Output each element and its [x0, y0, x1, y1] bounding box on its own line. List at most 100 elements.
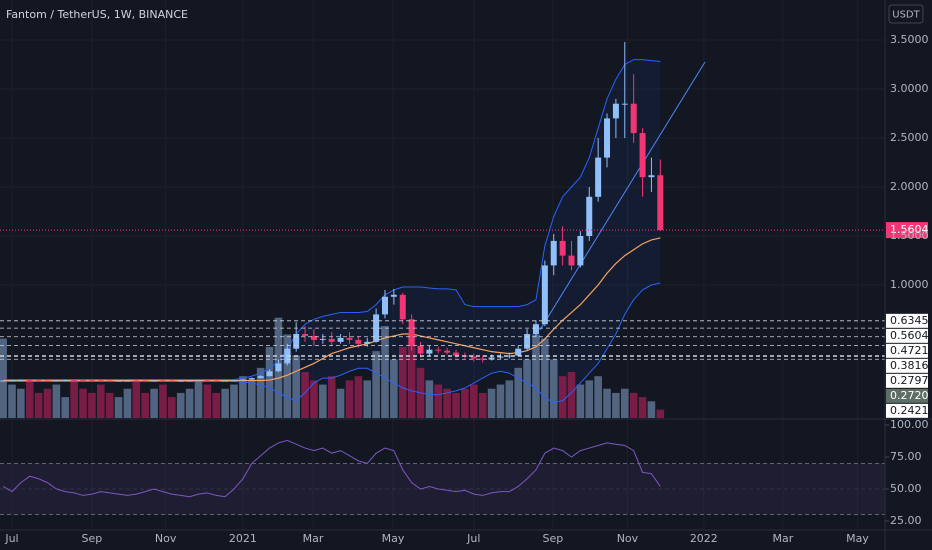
price-label: 0.4721: [890, 344, 929, 357]
price-label: 0.2797: [890, 374, 929, 387]
x-tick-label: Jul: [4, 532, 18, 545]
price-label-box: [886, 343, 928, 358]
volume-bar: [558, 376, 567, 418]
price-label-box: [886, 313, 928, 328]
rsi-band: [0, 463, 885, 515]
y-tick-label: 3.5000: [890, 33, 929, 46]
volume-bar: [150, 388, 158, 418]
volume-bar: [549, 359, 558, 418]
last-price-label: 1.5604: [890, 223, 929, 236]
x-tick-label: Jul: [466, 532, 480, 545]
candle-body: [302, 334, 309, 336]
candle-body: [97, 380, 104, 382]
x-tick-label: May: [846, 532, 869, 545]
price-label: 0.6345: [890, 314, 929, 327]
volume-bar: [292, 355, 300, 418]
y-tick-label: 1.5000: [890, 229, 929, 242]
volume-bar: [567, 372, 576, 418]
candle-body: [453, 352, 460, 356]
price-label: 0.2720: [890, 389, 929, 402]
volume-bar: [576, 384, 585, 418]
volume-bar: [629, 392, 638, 418]
candle-body: [657, 175, 664, 231]
candle-body: [559, 240, 566, 256]
volume-bar: [327, 376, 336, 418]
volume-bar: [61, 397, 70, 418]
volume-bar: [0, 338, 7, 418]
bb-upper: [3, 59, 661, 381]
volume-bar: [247, 380, 256, 418]
candle-body: [648, 175, 655, 178]
x-tick-label: Nov: [155, 532, 177, 545]
price-label: 0.3816: [890, 359, 929, 372]
x-tick-label: 2021: [229, 532, 257, 545]
candle-body: [417, 345, 424, 354]
currency-label[interactable]: USDT: [892, 10, 920, 21]
candle-body: [515, 348, 522, 356]
candle-body: [390, 294, 397, 297]
candle-body: [124, 380, 131, 382]
candle-body: [257, 376, 264, 379]
candle-body: [151, 380, 158, 382]
x-tick-label: 2022: [690, 532, 718, 545]
candle-body: [488, 357, 495, 360]
volume-bar: [603, 388, 611, 418]
volume-bar: [585, 380, 594, 418]
moving-average: [3, 237, 661, 382]
volume-bar: [168, 397, 176, 418]
volume-bar: [461, 388, 469, 418]
volume-bar: [638, 397, 647, 418]
candle-body: [639, 133, 646, 178]
volume-bar: [239, 376, 247, 418]
volume-bar: [105, 392, 114, 418]
volume-bar: [381, 326, 389, 418]
volume-bar: [478, 392, 487, 418]
grid: [0, 0, 885, 530]
volume-bar: [336, 388, 345, 418]
candle-body: [426, 349, 433, 354]
volume-bar: [265, 346, 274, 418]
rsi-tick-label: 75.00: [890, 450, 922, 463]
candle-body: [222, 380, 229, 382]
volume-bar: [17, 388, 25, 418]
trend-line: [539, 61, 706, 331]
candle-body: [381, 296, 388, 315]
candle-body: [621, 103, 628, 105]
currency-button[interactable]: [888, 4, 924, 24]
volume-bar: [185, 388, 194, 418]
candle-body: [586, 196, 593, 237]
candle-body: [168, 380, 175, 382]
candle-body: [266, 371, 273, 377]
candle-body: [275, 363, 282, 372]
candle-body: [319, 338, 326, 340]
volume-bar: [345, 380, 354, 418]
volume-bar: [470, 384, 478, 418]
volume-bar: [194, 380, 203, 418]
volume-bar: [319, 384, 327, 418]
volume-bar: [34, 392, 43, 418]
candle-body: [435, 349, 442, 351]
candle-body: [568, 255, 575, 266]
x-tick-label: Sep: [542, 532, 563, 545]
candle-body: [195, 380, 202, 382]
volume-bar: [25, 380, 34, 418]
candle-body: [328, 338, 335, 342]
volume-bar: [443, 388, 451, 418]
candle-body: [53, 380, 60, 382]
rsi-pane: 100.00 75.00 50.00 25.00: [0, 418, 929, 527]
candle-body: [115, 380, 122, 382]
volume-bar: [176, 392, 185, 418]
candle-body: [408, 319, 415, 346]
candle-body: [159, 380, 166, 382]
candle-body: [8, 380, 15, 382]
x-tick-label: Mar: [772, 532, 793, 545]
volume-bar: [88, 392, 96, 418]
candle-body: [497, 356, 504, 358]
candle-body: [26, 380, 33, 382]
last-price-box: [886, 222, 928, 239]
volume-bar: [363, 380, 372, 418]
candle-body: [239, 379, 246, 381]
candle-body: [399, 294, 406, 320]
